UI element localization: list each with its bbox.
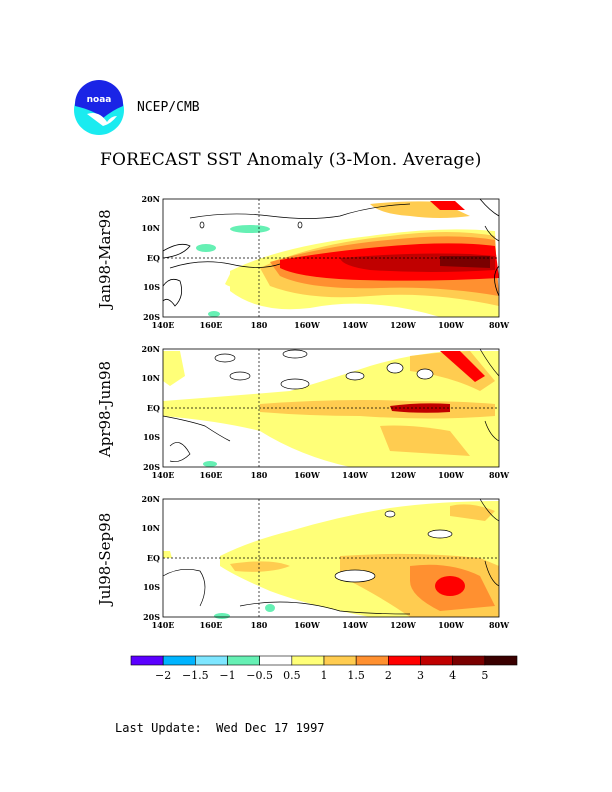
y-tick-label: 10N <box>142 523 160 533</box>
x-tick-label: 120W <box>390 470 417 480</box>
x-tick-label: 140W <box>342 320 369 330</box>
last-update-label: Last Update: <box>115 721 202 735</box>
x-tick-label: 80W <box>489 470 510 480</box>
last-update: Last Update: Wed Dec 17 1997 <box>115 721 325 735</box>
x-tick-label: 100W <box>438 320 465 330</box>
legend-swatch <box>323 655 357 666</box>
x-tick-label: 160W <box>294 320 321 330</box>
x-tick-label: 80W <box>489 320 510 330</box>
y-tick-label: 10S <box>143 282 160 292</box>
legend-label: 1.5 <box>347 669 365 682</box>
y-tick-label: 20S <box>143 462 160 472</box>
x-tick-label: 140W <box>342 620 369 630</box>
x-tick-label: 180 <box>251 320 268 330</box>
last-update-date: Wed Dec 17 1997 <box>216 721 325 735</box>
map-panel-1-svg: 20N 10N EQ 10S 20S 140E 160E 180 160W 14… <box>142 194 511 330</box>
logo-text: noaa <box>87 95 112 105</box>
y-tick-label: 10S <box>143 432 160 442</box>
legend-label: −2 <box>155 669 171 682</box>
legend-label: 4 <box>449 669 456 682</box>
x-tick-label: 160W <box>294 620 321 630</box>
legend-label: −1.5 <box>182 669 209 682</box>
legend-label: 5 <box>481 669 488 682</box>
map-panel-3: 20N 10N EQ 10S 20S 140E 160E 180 160W 14… <box>110 494 520 638</box>
map-panel-3-svg: 20N 10N EQ 10S 20S 140E 160E 180 160W 14… <box>142 494 511 630</box>
noaa-logo: noaa <box>74 80 124 135</box>
y-tick-label: 10N <box>142 223 160 233</box>
x-tick-label: 140E <box>152 320 175 330</box>
legend-swatch <box>195 655 228 666</box>
y-tick-label: 10S <box>143 582 160 592</box>
x-tick-label: 160E <box>200 320 223 330</box>
y-tick-label: 20S <box>143 312 160 322</box>
legend-swatch <box>259 655 293 666</box>
x-tick-label: 140E <box>152 620 175 630</box>
y-tick-label: 20N <box>142 194 160 204</box>
x-tick-label: 160W <box>294 470 321 480</box>
legend-swatch <box>388 655 421 666</box>
legend-label: −0.5 <box>246 669 273 682</box>
legend-label: 3 <box>417 669 424 682</box>
y-tick-label: EQ <box>147 553 160 563</box>
y-tick-label: EQ <box>147 253 160 263</box>
map-panel-1: 20N 10N EQ 10S 20S 140E 160E 180 160W 14… <box>110 194 520 338</box>
legend-swatch <box>162 655 196 666</box>
legend-swatch <box>484 655 518 666</box>
y-tick-label: 20N <box>142 494 160 504</box>
x-tick-label: 100W <box>438 470 465 480</box>
map-panel-2-svg: 20N 10N EQ 10S 20S 140E 160E 180 160W 14… <box>142 344 511 480</box>
page-title: FORECAST SST Anomaly (3-Mon. Average) <box>100 150 482 170</box>
x-tick-label: 100W <box>438 620 465 630</box>
y-tick-label: 20S <box>143 612 160 622</box>
map-panel-2: 20N 10N EQ 10S 20S 140E 160E 180 160W 14… <box>110 344 520 488</box>
x-tick-label: 120W <box>390 320 417 330</box>
legend-label: 0.5 <box>283 669 301 682</box>
x-tick-label: 160E <box>200 620 223 630</box>
legend-swatch <box>227 655 260 666</box>
legend-swatch <box>130 655 164 666</box>
y-tick-label: 10N <box>142 373 160 383</box>
y-tick-label: EQ <box>147 403 160 413</box>
x-tick-label: 180 <box>251 620 268 630</box>
legend-swatch <box>420 655 453 666</box>
x-tick-label: 140W <box>342 470 369 480</box>
legend-swatch <box>355 655 389 666</box>
x-tick-label: 140E <box>152 470 175 480</box>
agency-name: NCEP/CMB <box>137 100 200 115</box>
color-scale-svg: −2 −1.5 −1 −0.5 0.5 1 1.5 2 3 4 5 <box>130 655 518 682</box>
legend-label: 1 <box>321 669 328 682</box>
legend-swatch <box>452 655 486 666</box>
x-tick-label: 120W <box>390 620 417 630</box>
legend-label: −1 <box>219 669 235 682</box>
color-scale-legend: −2 −1.5 −1 −0.5 0.5 1 1.5 2 3 4 5 <box>130 655 520 695</box>
x-tick-label: 80W <box>489 620 510 630</box>
x-tick-label: 160E <box>200 470 223 480</box>
legend-swatch <box>291 655 325 666</box>
x-tick-label: 180 <box>251 470 268 480</box>
y-tick-label: 20N <box>142 344 160 354</box>
legend-label: 2 <box>385 669 392 682</box>
